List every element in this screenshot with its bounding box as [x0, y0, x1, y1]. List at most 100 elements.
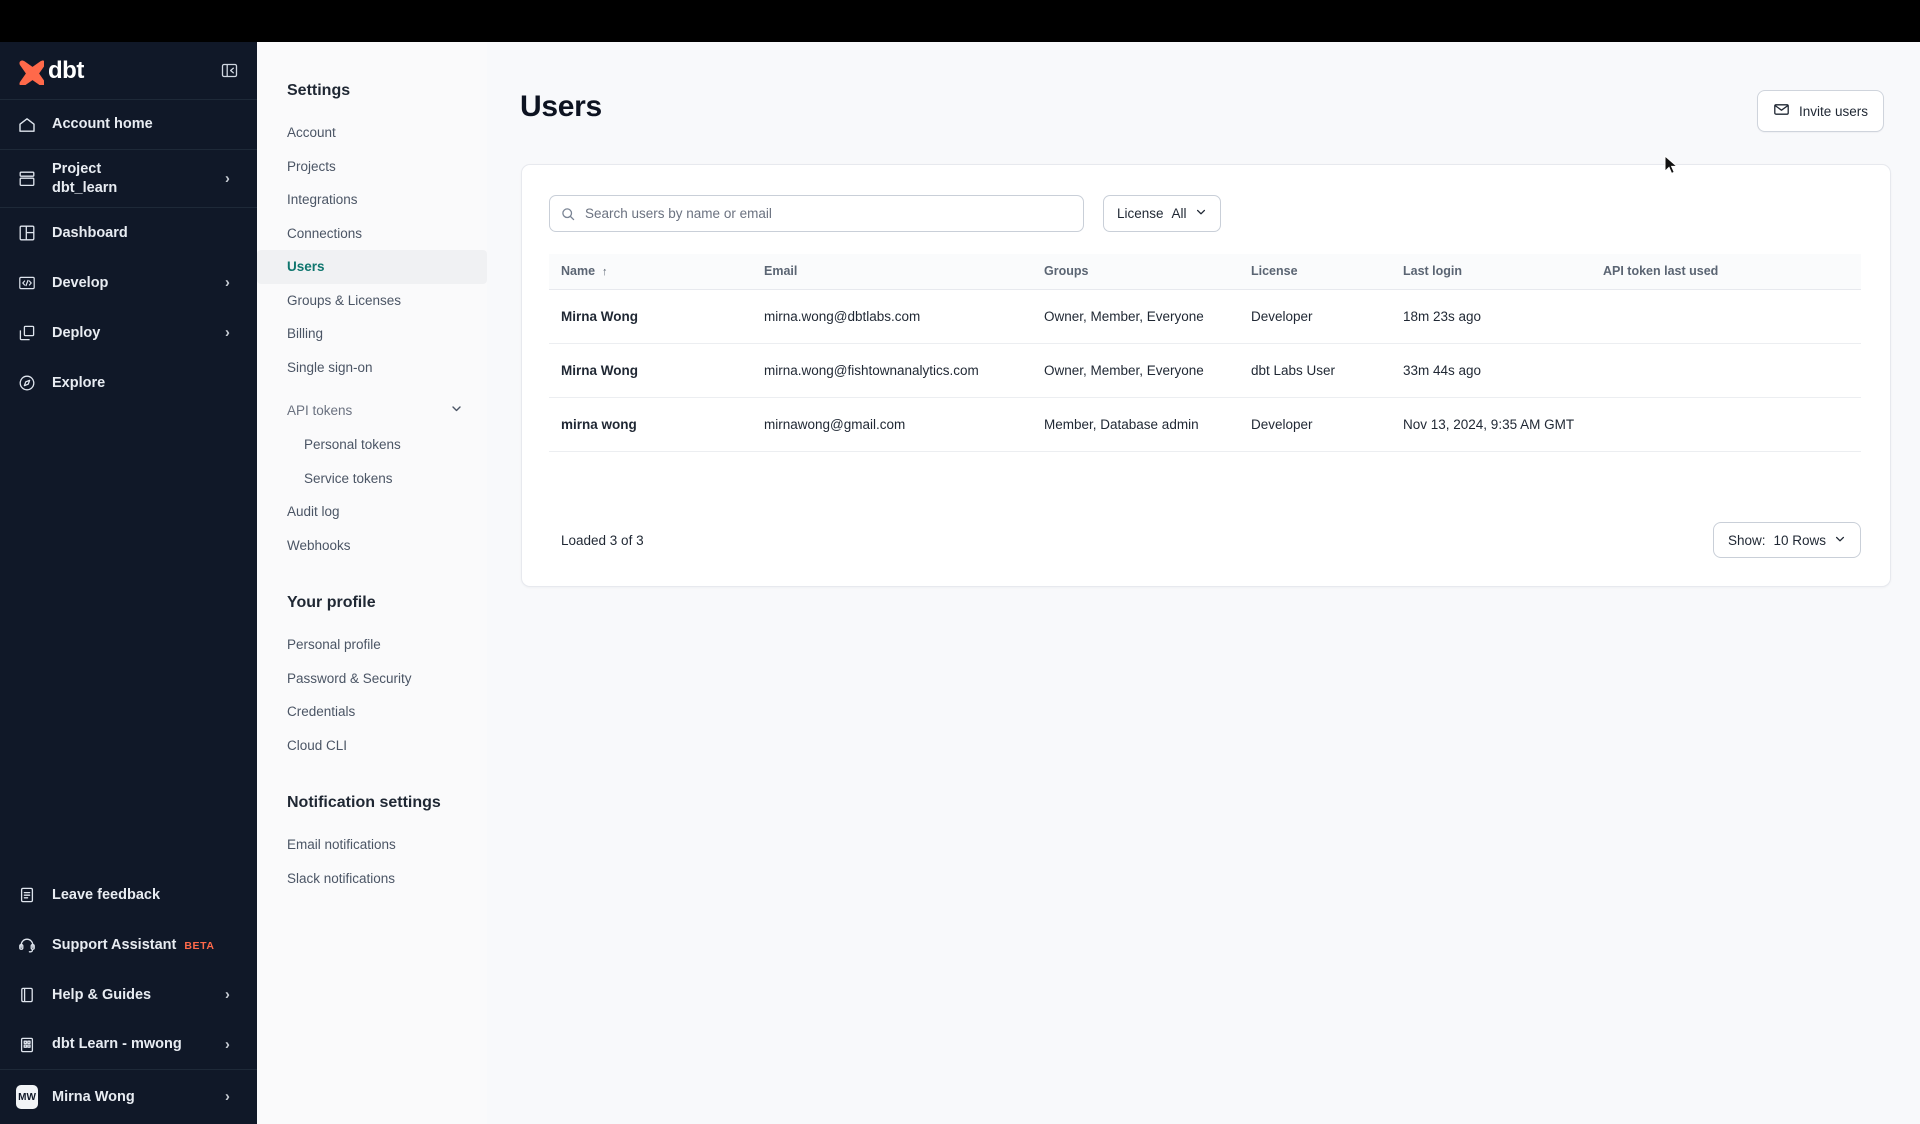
sidebar-item-label: Leave feedback [52, 886, 161, 903]
table-row[interactable]: Mirna Wong mirna.wong@dbtlabs.com Owner,… [549, 289, 1861, 344]
column-header-email[interactable]: Email [764, 254, 1044, 290]
settings-nav-group-api-tokens[interactable]: API tokens [257, 392, 487, 428]
cell-name: Mirna Wong [549, 343, 764, 398]
settings-nav-item-connections[interactable]: Connections [287, 225, 363, 241]
chevron-right-icon[interactable]: › [225, 275, 230, 291]
avatar: MW [16, 1085, 38, 1109]
cell-email: mirnawong@gmail.com [764, 397, 1044, 452]
sidebar-item-label: Project [52, 161, 102, 178]
sidebar-item-project[interactable]: Project dbt_learn › [0, 150, 257, 208]
chevron-right-icon[interactable]: › [225, 1089, 230, 1105]
cell-api-token [1603, 289, 1861, 344]
settings-nav-item-cloud-cli[interactable]: Cloud CLI [287, 737, 348, 753]
settings-nav-item-groups-licenses[interactable]: Groups & Licenses [287, 292, 402, 308]
book-icon [16, 984, 38, 1006]
settings-nav-group-label: API tokens [287, 402, 353, 418]
chevron-right-icon[interactable]: › [225, 987, 230, 1003]
sidebar-project-name: dbt_learn [52, 179, 118, 196]
license-filter-label: License [1117, 206, 1164, 221]
settings-nav-item-personal-tokens[interactable]: Personal tokens [304, 437, 401, 452]
sidebar-support-label: Support Assistant [52, 936, 177, 953]
chevron-down-icon [1195, 206, 1207, 221]
invite-users-button[interactable]: Invite users [1756, 90, 1884, 132]
sidebar-item-label: dbt Learn - mwong [52, 1036, 182, 1053]
sidebar-item-explore[interactable]: Explore [0, 358, 257, 408]
home-icon [16, 114, 38, 136]
sidebar-item-label: Dashboard [52, 224, 128, 241]
users-filters: License All [549, 195, 1861, 232]
cell-api-token [1603, 343, 1861, 398]
chevron-right-icon[interactable]: › [225, 325, 230, 341]
settings-nav-item-webhooks[interactable]: Webhooks [287, 537, 351, 553]
sidebar-item-label: Develop [52, 274, 109, 291]
chevron-right-icon[interactable]: › [225, 1036, 230, 1053]
rows-per-page-value: 10 Rows [1773, 532, 1826, 548]
sidebar-project-labels: Project dbt_learn [52, 160, 211, 196]
settings-nav-item-personal-profile[interactable]: Personal profile [287, 637, 381, 652]
users-table-body: Mirna Wong mirna.wong@dbtlabs.com Owner,… [549, 289, 1861, 452]
search-input[interactable] [549, 195, 1084, 232]
sidebar-item-account-home[interactable]: Account home [0, 100, 257, 150]
table-row[interactable]: Mirna Wong mirna.wong@fishtownanalytics.… [549, 343, 1861, 398]
rows-per-page-dropdown[interactable]: Show: 10 Rows [1712, 522, 1861, 558]
cell-license: Developer [1251, 397, 1403, 452]
panel-collapse-icon[interactable] [219, 61, 239, 81]
chevron-down-icon [1834, 533, 1846, 548]
page-title: Users [520, 90, 602, 123]
sidebar-item-develop[interactable]: Develop › [0, 258, 257, 308]
settings-nav-item-users[interactable]: Users [257, 250, 487, 284]
cell-last-login: 18m 23s ago [1403, 289, 1603, 344]
users-table-head: Name ↑ Email Groups License Last login AP… [549, 254, 1861, 290]
settings-nav-item-password-security[interactable]: Password & Security [287, 670, 412, 686]
cell-name: Mirna Wong [549, 289, 764, 344]
settings-nav-item-email-notifications[interactable]: Email notifications [287, 837, 396, 852]
users-card: License All Name ↑ Email [521, 164, 1891, 587]
cell-last-login: 33m 44s ago [1403, 343, 1603, 398]
column-header-license[interactable]: License [1251, 254, 1403, 290]
settings-nav-item-billing[interactable]: Billing [287, 326, 324, 341]
clipboard-icon [16, 884, 38, 906]
license-filter-dropdown[interactable]: License All [1103, 195, 1221, 232]
sidebar-item-support-assistant[interactable]: Support Assistant BETA [0, 920, 257, 970]
settings-nav-heading: Settings [287, 82, 351, 99]
dbt-logo-mark [16, 57, 46, 87]
column-header-name-label: Name [561, 264, 596, 278]
sidebar-item-account-user[interactable]: MW Mirna Wong › [0, 1070, 257, 1124]
column-header-groups[interactable]: Groups [1044, 254, 1251, 290]
column-header-name[interactable]: Name ↑ [549, 254, 764, 290]
rows-per-page-label: Show: [1727, 532, 1766, 548]
settings-nav-item-audit-log[interactable]: Audit log [287, 504, 340, 519]
settings-nav-item-slack-notifications[interactable]: Slack notifications [287, 870, 396, 886]
settings-nav-item-account[interactable]: Account [287, 125, 336, 140]
table-row[interactable]: mirna wong mirnawong@gmail.com Member, D… [549, 397, 1861, 452]
sidebar-item-leave-feedback[interactable]: Leave feedback [0, 870, 257, 920]
sidebar-item-dbt-learn[interactable]: dbt Learn - mwong › [0, 1020, 257, 1070]
settings-nav-item-single-sign-on[interactable]: Single sign-on [287, 359, 373, 375]
settings-nav-item-integrations[interactable]: Integrations [287, 192, 358, 207]
page-header: Users Invite users [487, 42, 1920, 132]
sort-ascending-icon[interactable]: ↑ [602, 266, 608, 278]
sidebar-item-help-guides[interactable]: Help & Guides › [0, 970, 257, 1020]
dbt-logo[interactable]: dbt [16, 57, 84, 87]
browser-chrome-bar [0, 0, 1920, 42]
sidebar-header: dbt [0, 42, 257, 100]
sidebar-item-label: Help & Guides [52, 986, 152, 1003]
settings-nav-item-projects[interactable]: Projects [287, 158, 336, 174]
settings-nav-heading-your-profile: Your profile [287, 594, 376, 611]
settings-nav-item-credentials[interactable]: Credentials [287, 704, 356, 719]
chevron-right-icon[interactable]: › [225, 170, 230, 187]
cell-groups: Owner, Member, Everyone [1044, 289, 1251, 344]
settings-nav-item-service-tokens[interactable]: Service tokens [304, 470, 393, 486]
sidebar-item-deploy[interactable]: Deploy › [0, 308, 257, 358]
primary-sidebar: dbt Account home [0, 42, 257, 1124]
cell-email: mirna.wong@fishtownanalytics.com [764, 343, 1044, 398]
cell-name: mirna wong [549, 397, 764, 452]
column-header-api-token-last-used[interactable]: API token last used [1603, 254, 1861, 290]
project-stack-icon [16, 168, 38, 190]
avatar-initials: MW [16, 1085, 38, 1109]
deploy-windows-icon [16, 322, 38, 344]
sidebar-item-dashboard[interactable]: Dashboard [0, 208, 257, 258]
column-header-last-login[interactable]: Last login [1403, 254, 1603, 290]
sidebar-item-label: Deploy [52, 324, 101, 341]
chevron-down-icon[interactable] [450, 402, 463, 418]
